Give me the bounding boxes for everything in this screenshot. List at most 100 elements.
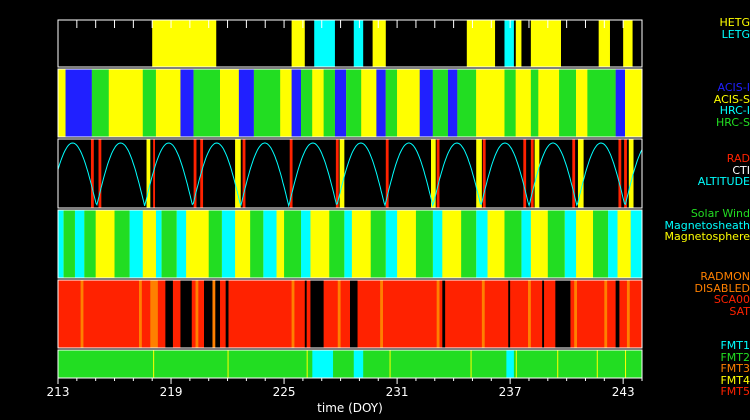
legend-label-solar-wind: Solar Wind bbox=[690, 207, 750, 220]
panel-region-segment bbox=[564, 210, 577, 278]
panel-radmon-segment bbox=[555, 280, 571, 348]
panel-radmon-segment bbox=[508, 280, 511, 348]
panel-region-segment bbox=[161, 210, 177, 278]
panel-radmon-segment bbox=[481, 280, 485, 348]
panel-grating-segment bbox=[291, 20, 305, 67]
panel-grating-segment bbox=[530, 20, 561, 67]
panel-region-segment bbox=[208, 210, 222, 278]
panel-radiation-segment bbox=[385, 139, 389, 208]
legend-label-sat: SAT bbox=[729, 304, 750, 318]
panel-grating-segment bbox=[152, 20, 217, 67]
legend-label-acis-i: ACIS-I bbox=[717, 81, 750, 94]
panel-instrument-segment bbox=[65, 69, 92, 137]
panel-instrument-segment bbox=[291, 69, 302, 137]
panel-region-segment bbox=[593, 210, 609, 278]
panel-radmon-segment bbox=[528, 280, 531, 348]
panel-grating-segment bbox=[466, 20, 496, 67]
panel-instrument-segment bbox=[615, 69, 626, 137]
legend-label-magnetosphere: Magnetosphere bbox=[664, 230, 750, 243]
panel-grating-segment bbox=[623, 20, 633, 67]
panel-instrument-segment bbox=[447, 69, 458, 137]
panel-radmon-segment bbox=[350, 280, 358, 348]
panel-format-segment bbox=[306, 350, 308, 378]
panel-radiation-segment bbox=[523, 139, 527, 208]
panel-region-segment bbox=[155, 210, 162, 278]
panel-radiation-frame bbox=[57, 138, 643, 209]
panel-instrument-segment bbox=[587, 69, 616, 137]
panel-region-segment bbox=[521, 210, 531, 278]
panel-radmon-segment bbox=[310, 280, 324, 348]
panel-instrument-segment bbox=[91, 69, 109, 137]
panel-format-segment bbox=[515, 350, 517, 378]
panel-radmon-segment bbox=[615, 280, 620, 348]
panel-region-segment bbox=[415, 210, 433, 278]
panel-region-segment bbox=[344, 210, 352, 278]
panel-radiation-background bbox=[58, 139, 642, 208]
panel-radmon-segment bbox=[337, 280, 341, 348]
panel-grating-segment bbox=[504, 20, 514, 67]
panel-radmon-segment bbox=[542, 280, 545, 348]
panel-format-segment bbox=[557, 350, 559, 378]
panel-grating-segment bbox=[372, 20, 386, 67]
panel-instrument-segment bbox=[476, 69, 505, 137]
panel-instrument-segment bbox=[432, 69, 448, 137]
panel-radiation-segment bbox=[572, 139, 576, 208]
panel-region-segment bbox=[608, 210, 618, 278]
panel-radmon-segment bbox=[180, 280, 192, 348]
panel-radiation-segment bbox=[436, 139, 440, 208]
panel-radiation-segment bbox=[577, 139, 584, 208]
panel-region-segment bbox=[385, 210, 398, 278]
legend-label-hetg: HETG bbox=[719, 16, 750, 29]
panel-radiation-segment bbox=[431, 139, 436, 208]
panel-radmon-segment bbox=[442, 280, 446, 348]
panel-instrument-segment bbox=[346, 69, 362, 137]
panel-instrument-segment bbox=[220, 69, 239, 137]
panel-radmon-segment bbox=[139, 280, 142, 348]
panel-radiation-segment bbox=[335, 139, 339, 208]
panel-instrument-segment bbox=[180, 69, 194, 137]
panel-format-segment bbox=[470, 350, 472, 378]
x-tick-label: 243 bbox=[612, 385, 635, 399]
panel-radiation-segment bbox=[98, 139, 102, 208]
panel-instrument-segment bbox=[530, 69, 539, 137]
panel-radiation-segment bbox=[482, 139, 486, 208]
panel-instrument-segment bbox=[58, 69, 66, 137]
legend-radmon: RADMON DISABLED SCA00 SAT bbox=[580, 271, 750, 317]
legend-label-fmt4: FMT4 bbox=[720, 373, 750, 387]
legend-region: Solar Wind Magnetosheath Magnetosphere bbox=[580, 208, 750, 243]
panel-radiation-segment bbox=[153, 139, 156, 208]
x-axis-label: time (DOY) bbox=[317, 401, 383, 415]
panel-region-segment bbox=[630, 210, 642, 278]
panel-radmon-segment bbox=[626, 280, 630, 348]
panel-instrument-segment bbox=[397, 69, 420, 137]
panel-instrument-segment bbox=[625, 69, 642, 137]
panel-radmon-segment bbox=[574, 280, 578, 348]
panel-format-frame bbox=[57, 349, 643, 379]
panel-radmon-segment bbox=[225, 280, 229, 348]
panel-instrument-segment bbox=[361, 69, 377, 137]
panel-radmon-segment bbox=[380, 280, 383, 348]
x-tick-label: 225 bbox=[273, 385, 296, 399]
panel-instrument-segment bbox=[301, 69, 313, 137]
panel-grating-segment bbox=[353, 20, 364, 67]
panel-instrument-segment bbox=[334, 69, 347, 137]
panel-radiation-segment bbox=[628, 139, 634, 208]
panel-region-segment bbox=[476, 210, 488, 278]
panel-region-segment bbox=[329, 210, 345, 278]
panel-region-segment bbox=[221, 210, 236, 278]
legend-label-fmt1: FMT1 bbox=[720, 339, 750, 352]
panel-format-background bbox=[58, 350, 642, 378]
panel-region-segment bbox=[129, 210, 143, 278]
panel-region-segment bbox=[370, 210, 386, 278]
panel-format-segment bbox=[312, 350, 334, 378]
panel-radmon-frame bbox=[57, 279, 643, 349]
panel-radiation-segment bbox=[193, 139, 197, 208]
panel-instrument-segment bbox=[155, 69, 181, 137]
panel-instrument-segment bbox=[538, 69, 560, 137]
legend-instrument: ACIS-I ACIS-S HRC-I HRC-S bbox=[580, 82, 750, 128]
panel-radmon-segment bbox=[304, 280, 307, 348]
panel-format-segment bbox=[353, 350, 364, 378]
panel-grating-segment bbox=[598, 20, 610, 67]
x-tick-label: 231 bbox=[386, 385, 409, 399]
legend-label-fmt2: FMT2 bbox=[720, 350, 750, 364]
